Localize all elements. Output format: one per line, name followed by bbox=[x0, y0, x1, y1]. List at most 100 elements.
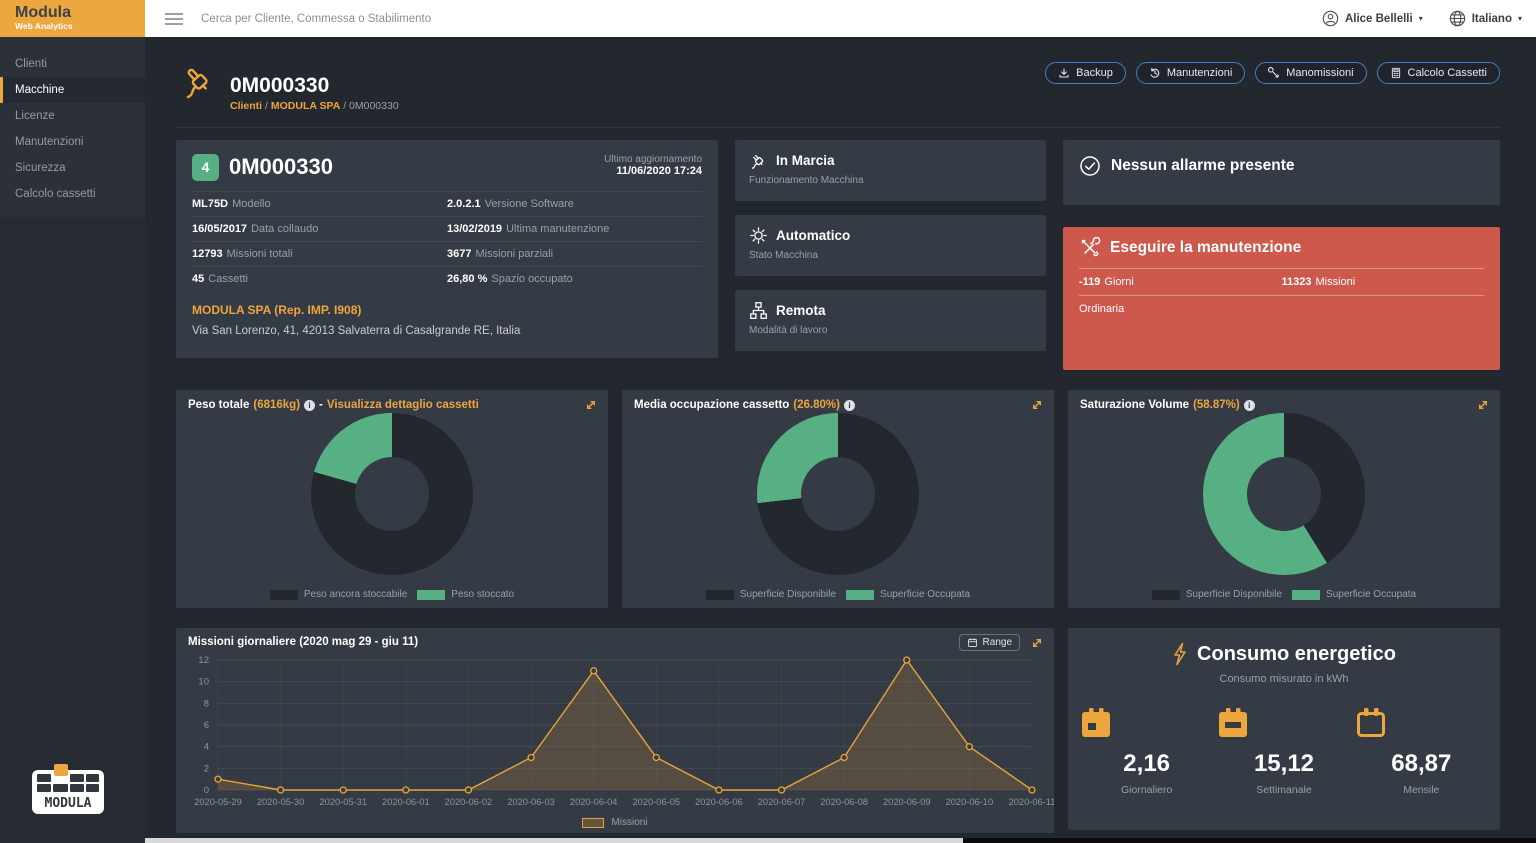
breadcrumb-separator: / bbox=[265, 100, 268, 112]
machine-plug-icon bbox=[178, 60, 220, 102]
calendar-icon bbox=[967, 638, 977, 647]
last-update-value: 11/06/2020 17:24 bbox=[616, 165, 702, 177]
expand-icon[interactable] bbox=[1476, 398, 1490, 412]
total-missions-value: 12793 bbox=[192, 248, 223, 260]
sidebar-item-licenze[interactable]: Licenze bbox=[15, 110, 55, 122]
svg-text:MODULA: MODULA bbox=[45, 796, 92, 811]
dettaglio-cassetti-link[interactable]: Visualizza dettaglio cassetti bbox=[326, 399, 479, 411]
maintenance-row: Ordinaria bbox=[1079, 295, 1484, 322]
manomissioni-button[interactable]: Manomissioni bbox=[1255, 62, 1367, 84]
consumo-energetico-card: Consumo energetico Consumo misurato in k… bbox=[1068, 628, 1500, 830]
legend-label[interactable]: Peso ancora stoccabile bbox=[303, 589, 408, 600]
range-button[interactable]: Range bbox=[958, 634, 1020, 651]
svg-text:2020-06-02: 2020-06-02 bbox=[445, 797, 493, 807]
missions-line-chart[interactable]: 0 2 4 6 8 10 12 2020-05-29 2020-05-30 2020-05-31 2… bbox=[176, 650, 1054, 812]
manutenzioni-button[interactable]: Manutenzioni bbox=[1135, 62, 1246, 84]
last-maintenance-value: 13/02/2019 bbox=[447, 223, 503, 235]
energy-stat-daily: 2,16 Giornaliero bbox=[1078, 705, 1215, 796]
svg-text:2020-06-01: 2020-06-01 bbox=[382, 797, 430, 807]
range-button-label: Range bbox=[982, 637, 1012, 648]
energy-value-daily: 2,16 bbox=[1123, 750, 1171, 777]
energy-title: Consumo energetico bbox=[1197, 642, 1396, 665]
calcolo-cassetti-button-label: Calcolo Cassetti bbox=[1407, 67, 1487, 79]
legend-label[interactable]: Superficie Disponibile bbox=[739, 589, 837, 600]
legend-label[interactable]: Superficie Occupata bbox=[880, 589, 971, 600]
status-title: Remota bbox=[776, 303, 826, 318]
energy-value-weekly: 15,12 bbox=[1253, 750, 1315, 777]
partial-missions-label: Missioni parziali bbox=[475, 248, 554, 260]
breadcrumb-current: 0M000330 bbox=[349, 100, 399, 112]
table-row: 12793 Missioni totali 3677 Missioni parzia… bbox=[192, 241, 702, 266]
maintenance-alert-card: Eseguire la manutenzione -119 Giorni 1132… bbox=[1063, 227, 1500, 370]
legend-swatch-dark bbox=[1151, 589, 1180, 600]
svg-text:2020-06-11: 2020-06-11 bbox=[1009, 797, 1054, 807]
plug-icon bbox=[751, 154, 764, 169]
breadcrumb-clienti[interactable]: Clienti bbox=[230, 100, 263, 112]
svg-text:0: 0 bbox=[204, 785, 209, 796]
sidebar-item-macchine[interactable]: Macchine bbox=[0, 77, 145, 103]
saturazione-volume-card: Saturazione Volume (58.87%) i Superficie… bbox=[1068, 390, 1500, 608]
sidebar-item-clienti[interactable]: Clienti bbox=[15, 58, 47, 70]
expand-icon[interactable] bbox=[1030, 398, 1044, 412]
topbar: Alice Bellelli ▾ Italiano ▾ bbox=[145, 0, 1536, 37]
wrench-icon bbox=[1268, 67, 1280, 78]
check-circle-icon bbox=[1080, 156, 1100, 176]
svg-text:2020-05-30: 2020-05-30 bbox=[257, 797, 305, 807]
chart-legend: Peso ancora stoccabile Peso stoccato bbox=[176, 589, 608, 600]
status-card-stato: Automatico Stato Macchina bbox=[735, 215, 1046, 276]
status-subtitle: Modalità di lavoro bbox=[749, 325, 828, 336]
legend-label[interactable]: Superficie Occupata bbox=[1326, 589, 1417, 600]
backup-button-label: Backup bbox=[1076, 67, 1113, 79]
below-fold-content bbox=[963, 838, 1536, 843]
breadcrumb-modula-spa[interactable]: MODULA SPA bbox=[270, 100, 341, 112]
info-icon[interactable]: i bbox=[843, 399, 855, 411]
legend-label[interactable]: Peso stoccato bbox=[451, 589, 515, 600]
machine-count-badge: 4 bbox=[192, 154, 219, 181]
hamburger-menu-icon[interactable] bbox=[165, 10, 183, 28]
search-input[interactable] bbox=[201, 12, 621, 25]
legend-label[interactable]: Missioni bbox=[611, 817, 648, 828]
user-menu[interactable]: Alice Bellelli ▾ bbox=[1322, 10, 1423, 27]
sidebar-item-manutenzioni[interactable]: Manutenzioni bbox=[15, 136, 84, 148]
partial-missions-value: 3677 bbox=[447, 248, 472, 260]
svg-text:2020-05-31: 2020-05-31 bbox=[319, 797, 367, 807]
svg-text:2020-06-09: 2020-06-09 bbox=[883, 797, 931, 807]
software-version-label: Versione Software bbox=[484, 198, 574, 210]
table-row: ML75D Modello 2.0.2.1 Versione Software bbox=[192, 191, 702, 216]
svg-text:2020-06-04: 2020-06-04 bbox=[570, 797, 618, 807]
language-menu[interactable]: Italiano ▾ bbox=[1449, 10, 1522, 27]
backup-button[interactable]: Backup bbox=[1045, 62, 1126, 84]
info-icon[interactable]: i bbox=[1243, 399, 1255, 411]
software-version-value: 2.0.2.1 bbox=[447, 198, 481, 210]
legend-swatch-green bbox=[1292, 589, 1321, 600]
svg-text:2020-06-10: 2020-06-10 bbox=[946, 797, 994, 807]
status-title: In Marcia bbox=[776, 153, 835, 168]
expand-icon[interactable] bbox=[1030, 636, 1044, 650]
peso-totale-card: Peso totale (6816kg) i - Visualizza dett… bbox=[176, 390, 608, 608]
status-card-modalita: Remota Modalità di lavoro bbox=[735, 290, 1046, 351]
expand-icon[interactable] bbox=[584, 398, 598, 412]
calcolo-cassetti-button[interactable]: Calcolo Cassetti bbox=[1376, 62, 1500, 84]
saturazione-donut-chart[interactable] bbox=[1203, 413, 1365, 575]
machine-title: 0M000330 bbox=[229, 154, 333, 179]
status-title: Automatico bbox=[776, 228, 851, 243]
breadcrumb: Clienti / MODULA SPA / 0M000330 bbox=[230, 100, 399, 112]
last-maintenance-label: Ultima manutenzione bbox=[506, 223, 610, 235]
info-icon[interactable]: i bbox=[304, 399, 316, 411]
header-divider bbox=[176, 127, 1500, 128]
legend-label[interactable]: Superficie Disponibile bbox=[1185, 589, 1283, 600]
occupazione-donut-chart[interactable] bbox=[757, 413, 919, 575]
peso-donut-chart[interactable] bbox=[311, 413, 473, 575]
svg-text:2020-06-06: 2020-06-06 bbox=[695, 797, 743, 807]
sidebar-item-calcolo-cassetti[interactable]: Calcolo cassetti bbox=[15, 188, 96, 200]
company-link[interactable]: MODULA SPA (Rep. IMP. I908) bbox=[192, 303, 362, 317]
sidebar-item-sicurezza[interactable]: Sicurezza bbox=[15, 162, 66, 174]
svg-text:10: 10 bbox=[198, 677, 209, 688]
brand-logo[interactable]: Modula Web Analytics bbox=[0, 0, 145, 37]
user-circle-icon bbox=[1322, 10, 1339, 27]
calculator-icon bbox=[1391, 67, 1400, 79]
trays-value: 45 bbox=[192, 273, 205, 285]
tools-icon bbox=[1081, 237, 1101, 257]
history-icon bbox=[1150, 67, 1160, 78]
